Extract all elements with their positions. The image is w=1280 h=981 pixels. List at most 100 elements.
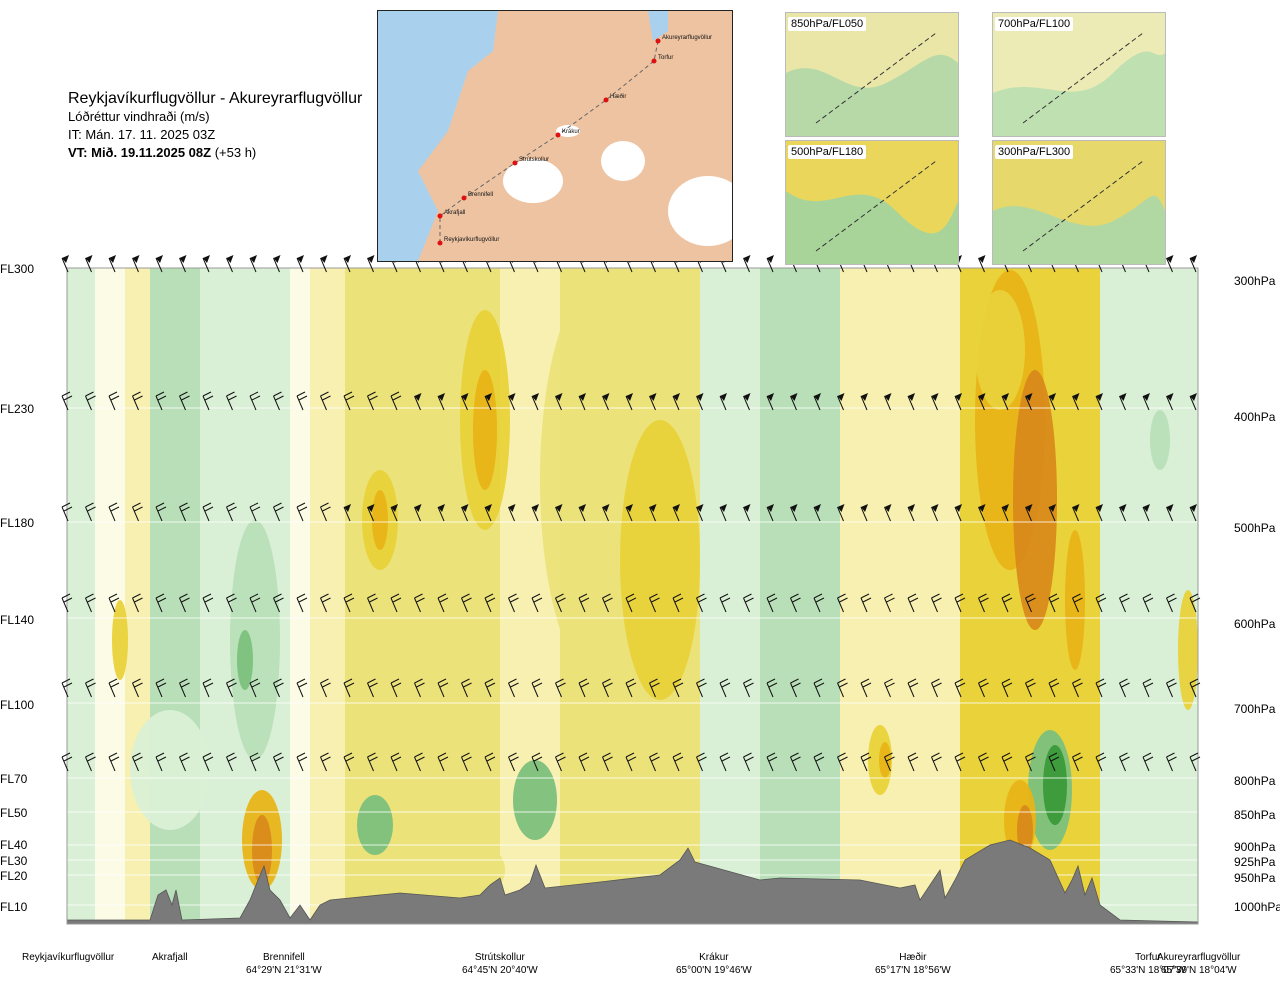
wind-barb bbox=[85, 391, 96, 411]
wind-barb bbox=[743, 393, 751, 411]
wind-barb bbox=[1048, 504, 1056, 522]
level-map-500: 500hPa/FL180 bbox=[785, 140, 959, 265]
wind-barb bbox=[719, 678, 731, 698]
wind-barb bbox=[1119, 752, 1130, 772]
wind-barb bbox=[1072, 752, 1083, 772]
wind-barb bbox=[837, 593, 848, 613]
wind-barb bbox=[790, 678, 801, 698]
field-cell bbox=[1065, 530, 1085, 670]
level-map-850: 850hPa/FL050 bbox=[785, 12, 959, 137]
wind-barb bbox=[907, 752, 919, 772]
wind-barb bbox=[320, 678, 331, 698]
wind-barb bbox=[743, 255, 751, 273]
fl-label: FL140 bbox=[0, 613, 35, 627]
wind-barb bbox=[132, 255, 140, 273]
wind-barb bbox=[320, 255, 328, 273]
wind-barb bbox=[931, 393, 939, 411]
wind-barb bbox=[390, 752, 402, 772]
wind-barb bbox=[813, 752, 825, 772]
wind-barb bbox=[837, 678, 848, 698]
wind-barb bbox=[790, 752, 801, 772]
wind-barb bbox=[649, 393, 657, 411]
wind-barb bbox=[578, 678, 590, 698]
wind-barb bbox=[860, 393, 868, 411]
field-band bbox=[95, 268, 125, 924]
wind-barb bbox=[414, 504, 422, 522]
pressure-label: 700hPa bbox=[1234, 702, 1276, 716]
field-cell bbox=[620, 420, 700, 700]
wind-barb bbox=[578, 504, 586, 522]
wind-barb bbox=[931, 752, 942, 772]
wind-barb bbox=[954, 593, 966, 613]
station-label: Akrafjall bbox=[152, 952, 188, 963]
wind-barb bbox=[320, 593, 331, 613]
wind-barb bbox=[367, 504, 375, 522]
wind-barb bbox=[367, 391, 378, 411]
wind-barb bbox=[813, 678, 825, 698]
wind-barb bbox=[531, 593, 543, 613]
wind-barb bbox=[484, 393, 492, 411]
wind-barb bbox=[108, 255, 116, 273]
wind-barb bbox=[367, 593, 378, 613]
wind-barb bbox=[367, 678, 378, 698]
wind-barb bbox=[343, 593, 355, 613]
terrain bbox=[66, 839, 1199, 925]
wind-barb bbox=[202, 752, 214, 772]
wind-barb bbox=[1072, 593, 1083, 613]
wind-barb bbox=[108, 752, 120, 772]
wind-barb bbox=[672, 678, 684, 698]
wind-barb bbox=[813, 593, 825, 613]
field-band bbox=[700, 268, 760, 924]
wind-barb bbox=[484, 752, 496, 772]
wind-barb bbox=[1001, 593, 1013, 613]
wind-barb bbox=[649, 504, 657, 522]
wind-barb bbox=[179, 752, 190, 772]
fl-label: FL100 bbox=[0, 698, 35, 712]
wind-barb bbox=[813, 393, 821, 411]
wind-barb bbox=[132, 678, 143, 698]
wind-barb bbox=[343, 678, 355, 698]
wind-barb bbox=[343, 255, 351, 273]
wind-barb bbox=[790, 593, 801, 613]
field-cell bbox=[357, 795, 393, 855]
wind-barb bbox=[390, 391, 402, 411]
field-band bbox=[840, 268, 960, 924]
wind-barb bbox=[1142, 593, 1154, 613]
pressure-label: 850hPa bbox=[1234, 808, 1276, 822]
wind-barb bbox=[625, 504, 633, 522]
station-label: Hæðir 65°17'N 18°56'W bbox=[875, 952, 951, 976]
wind-barb bbox=[249, 255, 257, 273]
wind-barb bbox=[1142, 393, 1150, 411]
wind-barb bbox=[226, 678, 237, 698]
wind-barb bbox=[1025, 504, 1033, 522]
wind-barb bbox=[461, 593, 472, 613]
wind-barb bbox=[672, 752, 684, 772]
wind-barb bbox=[484, 504, 492, 522]
wind-barb bbox=[931, 678, 942, 698]
wind-barb bbox=[719, 393, 727, 411]
pressure-label: 950hPa bbox=[1234, 871, 1276, 885]
wind-barb bbox=[1095, 678, 1107, 698]
wind-barb bbox=[978, 255, 986, 273]
wind-barb bbox=[649, 678, 660, 698]
issue-time: IT: Mán. 17. 11. 2025 03Z bbox=[68, 127, 216, 142]
route-map-graphic: Akureyrarflugvöllur Torfur Hæðir Krákur Strú… bbox=[378, 11, 732, 261]
field-cell bbox=[513, 760, 557, 840]
fl-label: FL230 bbox=[0, 402, 35, 416]
wind-barb bbox=[132, 502, 143, 522]
wind-barb bbox=[320, 752, 331, 772]
field-cell bbox=[1150, 410, 1170, 470]
pressure-label: 1000hPa bbox=[1234, 900, 1280, 914]
wind-barb bbox=[273, 678, 284, 698]
wind-barb bbox=[320, 502, 331, 522]
wind-barb bbox=[437, 752, 449, 772]
route-point-label: Akrafjall bbox=[444, 210, 465, 216]
wind-barb bbox=[1048, 393, 1056, 411]
wind-barb bbox=[837, 393, 845, 411]
wind-barb bbox=[1142, 678, 1154, 698]
field-cell bbox=[130, 710, 210, 830]
wind-barb bbox=[860, 678, 872, 698]
wind-barb bbox=[296, 502, 308, 522]
wind-barb bbox=[249, 502, 261, 522]
wind-barb bbox=[1095, 593, 1107, 613]
